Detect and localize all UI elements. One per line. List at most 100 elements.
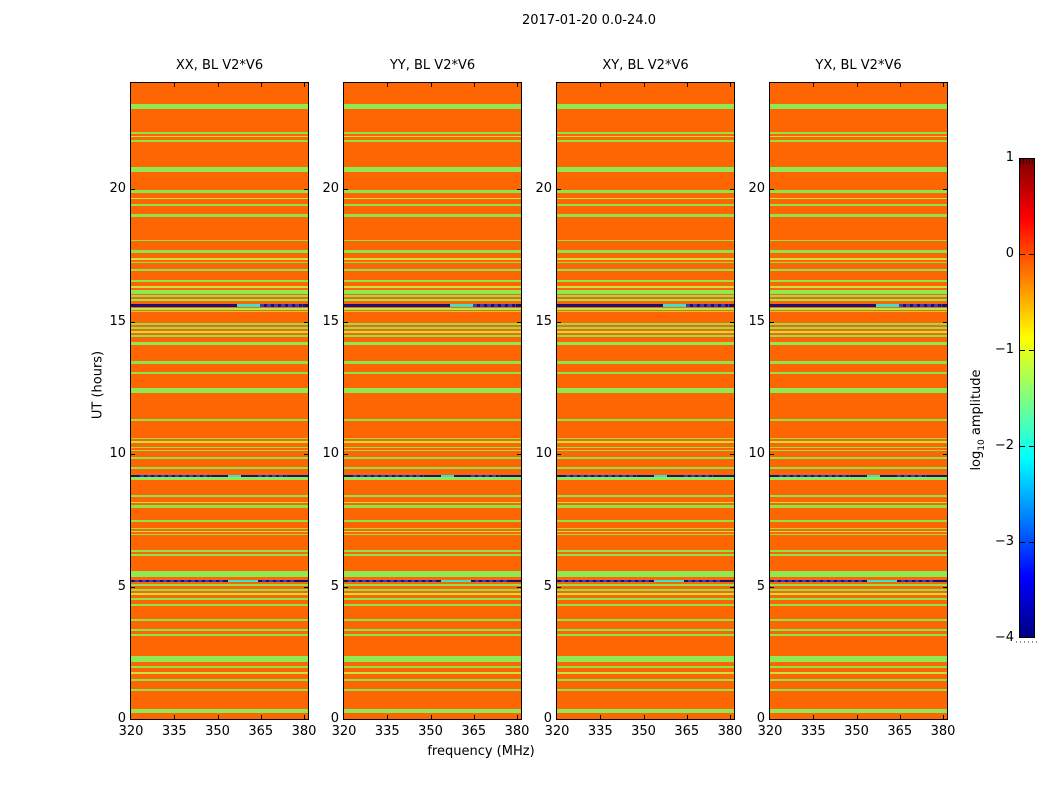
y-tickmark bbox=[517, 189, 521, 190]
low-amplitude-stripe bbox=[770, 289, 947, 294]
x-tickmark bbox=[600, 715, 602, 719]
low-amplitude-stripe bbox=[344, 307, 521, 310]
low-amplitude-stripe bbox=[131, 250, 308, 254]
low-amplitude-stripe bbox=[131, 197, 308, 200]
flagged-dark-stripe bbox=[131, 304, 308, 307]
low-amplitude-stripe bbox=[557, 441, 734, 443]
low-amplitude-stripe bbox=[770, 166, 947, 172]
low-amplitude-stripe bbox=[131, 286, 308, 289]
low-amplitude-stripe bbox=[557, 501, 734, 504]
low-amplitude-stripe bbox=[557, 466, 734, 469]
low-amplitude-stripe bbox=[557, 189, 734, 193]
low-amplitude-stripe bbox=[557, 629, 734, 631]
y-tick-label: 5 bbox=[330, 578, 339, 594]
y-tick-label: 10 bbox=[322, 446, 339, 461]
dash-segment bbox=[778, 474, 850, 477]
low-amplitude-stripe bbox=[131, 708, 308, 713]
heatmap-panel-0 bbox=[130, 82, 309, 720]
y-tickmark bbox=[943, 321, 947, 323]
low-amplitude-stripe bbox=[770, 598, 947, 600]
low-amplitude-stripe bbox=[557, 323, 734, 326]
low-amplitude-stripe bbox=[344, 494, 521, 497]
low-amplitude-stripe bbox=[557, 456, 734, 459]
low-amplitude-stripe bbox=[557, 388, 734, 393]
dash-segment bbox=[773, 579, 863, 583]
y-axis-label: UT (hours) bbox=[90, 350, 106, 420]
low-amplitude-stripe bbox=[131, 598, 308, 600]
low-amplitude-stripe bbox=[344, 388, 521, 393]
dash-segment bbox=[258, 474, 287, 477]
low-amplitude-stripe bbox=[344, 250, 521, 254]
low-amplitude-stripe bbox=[770, 553, 947, 556]
cyan-segment bbox=[450, 304, 474, 307]
y-tickmark bbox=[344, 189, 348, 190]
cyan-segment bbox=[237, 304, 261, 307]
x-tickmark bbox=[643, 715, 645, 719]
low-amplitude-stripe bbox=[344, 372, 521, 375]
low-amplitude-stripe bbox=[770, 619, 947, 622]
low-amplitude-stripe bbox=[344, 549, 521, 553]
flagged-dark-stripe bbox=[770, 579, 947, 583]
x-tickmark bbox=[174, 715, 176, 719]
low-amplitude-stripe bbox=[557, 419, 734, 421]
low-amplitude-stripe bbox=[131, 289, 308, 294]
low-amplitude-stripe bbox=[344, 310, 521, 313]
low-amplitude-stripe bbox=[770, 203, 947, 206]
low-amplitude-stripe bbox=[557, 258, 734, 261]
low-amplitude-stripe bbox=[770, 446, 947, 449]
y-tick-label: 15 bbox=[109, 313, 126, 329]
low-amplitude-stripe bbox=[770, 477, 947, 481]
colorbar-tickmark bbox=[1020, 542, 1025, 543]
low-amplitude-stripe bbox=[344, 666, 521, 668]
x-tick-label: 380 bbox=[291, 724, 317, 739]
x-tick-label: 320 bbox=[331, 724, 357, 739]
low-amplitude-stripe bbox=[344, 437, 521, 440]
low-amplitude-stripe bbox=[770, 295, 947, 298]
x-tickmark bbox=[387, 715, 389, 719]
low-amplitude-stripe bbox=[131, 477, 308, 481]
low-amplitude-stripe bbox=[131, 342, 308, 346]
low-amplitude-stripe bbox=[344, 327, 521, 329]
low-amplitude-stripe bbox=[557, 449, 734, 451]
low-amplitude-stripe bbox=[131, 449, 308, 451]
y-tickmark bbox=[304, 454, 308, 455]
low-amplitude-stripe bbox=[557, 494, 734, 497]
y-tickmark bbox=[730, 189, 734, 190]
x-tickmark bbox=[304, 83, 305, 87]
y-tick-label: 15 bbox=[748, 313, 765, 329]
low-amplitude-stripe bbox=[131, 689, 308, 692]
low-amplitude-stripe bbox=[557, 708, 734, 713]
low-amplitude-stripe bbox=[344, 672, 521, 674]
low-amplitude-stripe bbox=[770, 419, 947, 421]
dash-segment bbox=[897, 474, 926, 477]
flagged-dark-stripe bbox=[770, 304, 947, 307]
flagged-dark-stripe bbox=[344, 304, 521, 307]
low-amplitude-stripe bbox=[344, 298, 521, 302]
low-amplitude-stripe bbox=[344, 449, 521, 451]
x-tickmark bbox=[643, 83, 645, 87]
low-amplitude-stripe bbox=[770, 466, 947, 469]
cyan-segment bbox=[654, 474, 667, 477]
low-amplitude-stripe bbox=[344, 258, 521, 261]
panel-title-1: YY, BL V2*V6 bbox=[389, 58, 476, 73]
low-amplitude-stripe bbox=[557, 203, 734, 206]
low-amplitude-stripe bbox=[557, 666, 734, 668]
x-tickmark bbox=[899, 83, 901, 87]
low-amplitude-stripe bbox=[770, 672, 947, 674]
low-amplitude-stripe bbox=[131, 584, 308, 586]
low-amplitude-stripe bbox=[770, 135, 947, 138]
low-amplitude-stripe bbox=[557, 361, 734, 364]
low-amplitude-stripe bbox=[344, 598, 521, 600]
cyan-segment bbox=[876, 304, 900, 307]
low-amplitude-stripe bbox=[344, 708, 521, 713]
low-amplitude-stripe bbox=[770, 361, 947, 364]
low-amplitude-stripe bbox=[557, 598, 734, 600]
low-amplitude-stripe bbox=[557, 584, 734, 586]
dash-segment bbox=[473, 304, 516, 307]
y-tickmark bbox=[344, 454, 348, 455]
low-amplitude-stripe bbox=[770, 331, 947, 333]
low-amplitude-stripe bbox=[770, 261, 947, 264]
low-amplitude-stripe bbox=[131, 527, 308, 530]
y-tickmark bbox=[770, 189, 774, 190]
low-amplitude-stripe bbox=[344, 619, 521, 622]
